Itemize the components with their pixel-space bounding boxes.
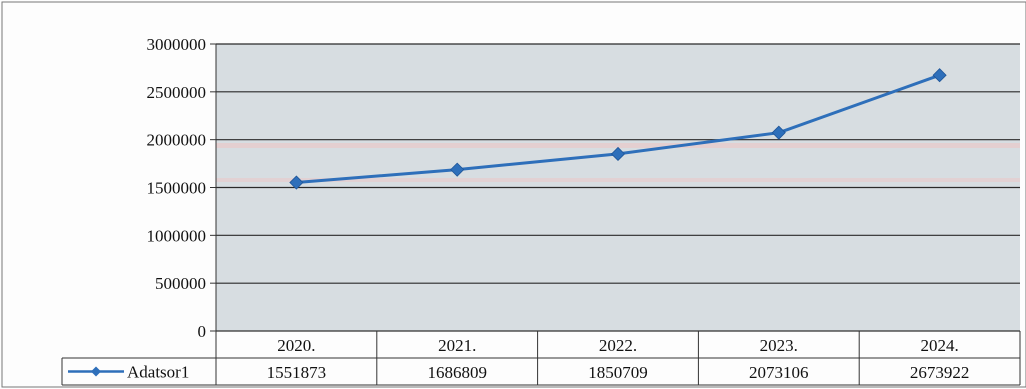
table-value-cell: 1850709	[588, 363, 648, 382]
data-point-marker	[610, 146, 626, 162]
data-point-marker	[289, 175, 304, 190]
y-axis: 0 500000 1000000 1500000 2000000 2500000 30000…	[147, 35, 217, 341]
x-category-label: 2021.	[438, 336, 476, 355]
x-category-label: 2020.	[277, 336, 315, 355]
data-point-marker	[450, 162, 465, 177]
data-point-marker	[932, 68, 947, 83]
y-tick-label: 2500000	[147, 83, 207, 102]
table-value-cell: 1551873	[267, 363, 327, 382]
data-table: 2020. 1551873 2021. 1686809 2022. 1850709 2023…	[61, 330, 1021, 386]
y-tick-label: 1000000	[147, 226, 207, 245]
data-point-marker	[771, 125, 786, 140]
y-tick-label: 500000	[155, 274, 206, 293]
table-value-cell: 2673922	[910, 363, 970, 382]
x-category-label: 2024.	[920, 336, 958, 355]
y-tick-label: 3000000	[147, 35, 207, 54]
y-tick-label: 0	[198, 322, 207, 341]
table-value-cell: 1686809	[427, 363, 487, 382]
scan-streak	[216, 143, 1020, 148]
legend-label: Adatsor1	[127, 363, 189, 382]
y-tick-label: 1500000	[147, 179, 207, 198]
x-category-label: 2022.	[599, 336, 637, 355]
y-tick-label: 2000000	[147, 131, 207, 150]
x-category-label: 2023.	[760, 336, 798, 355]
table-value-cell: 2073106	[749, 363, 809, 382]
legend-marker	[91, 366, 101, 377]
series-layer	[289, 68, 947, 190]
scan-streak	[216, 178, 1020, 182]
